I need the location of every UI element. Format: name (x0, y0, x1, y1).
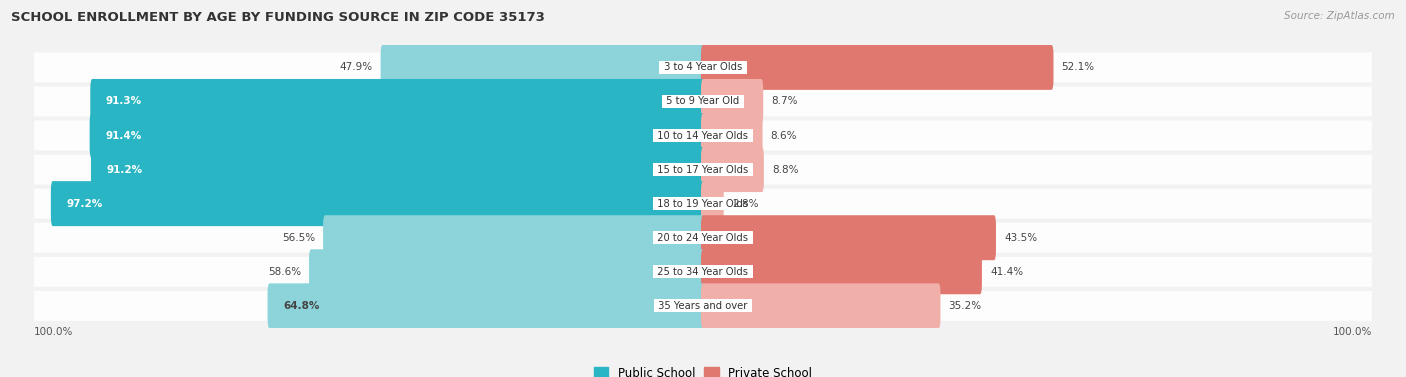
Text: 47.9%: 47.9% (339, 62, 373, 72)
FancyBboxPatch shape (381, 45, 704, 90)
FancyBboxPatch shape (34, 121, 1372, 150)
FancyBboxPatch shape (34, 155, 1372, 185)
Text: 100.0%: 100.0% (1333, 327, 1372, 337)
Legend: Public School, Private School: Public School, Private School (589, 362, 817, 377)
Text: 91.2%: 91.2% (107, 165, 142, 175)
Text: 52.1%: 52.1% (1062, 62, 1095, 72)
Text: 2.8%: 2.8% (731, 199, 758, 208)
Text: 10 to 14 Year Olds: 10 to 14 Year Olds (654, 130, 752, 141)
FancyBboxPatch shape (702, 113, 762, 158)
Text: 35 Years and over: 35 Years and over (655, 301, 751, 311)
Text: 8.8%: 8.8% (772, 165, 799, 175)
FancyBboxPatch shape (34, 188, 1372, 219)
Text: 58.6%: 58.6% (269, 267, 301, 277)
FancyBboxPatch shape (702, 284, 941, 328)
Text: 97.2%: 97.2% (66, 199, 103, 208)
Text: 25 to 34 Year Olds: 25 to 34 Year Olds (654, 267, 752, 277)
Text: 8.6%: 8.6% (770, 130, 797, 141)
Text: 56.5%: 56.5% (283, 233, 315, 243)
Text: 91.3%: 91.3% (105, 97, 142, 106)
Text: 18 to 19 Year Olds: 18 to 19 Year Olds (654, 199, 752, 208)
Text: 20 to 24 Year Olds: 20 to 24 Year Olds (654, 233, 752, 243)
Text: 43.5%: 43.5% (1004, 233, 1038, 243)
FancyBboxPatch shape (34, 52, 1372, 82)
FancyBboxPatch shape (702, 215, 995, 260)
Text: Source: ZipAtlas.com: Source: ZipAtlas.com (1284, 11, 1395, 21)
FancyBboxPatch shape (702, 181, 724, 226)
Text: 3 to 4 Year Olds: 3 to 4 Year Olds (661, 62, 745, 72)
FancyBboxPatch shape (702, 45, 1053, 90)
Text: 35.2%: 35.2% (949, 301, 981, 311)
FancyBboxPatch shape (34, 291, 1372, 321)
Text: SCHOOL ENROLLMENT BY AGE BY FUNDING SOURCE IN ZIP CODE 35173: SCHOOL ENROLLMENT BY AGE BY FUNDING SOUR… (11, 11, 546, 24)
Text: 64.8%: 64.8% (283, 301, 319, 311)
Text: 41.4%: 41.4% (990, 267, 1024, 277)
FancyBboxPatch shape (702, 79, 763, 124)
FancyBboxPatch shape (702, 249, 981, 294)
Text: 91.4%: 91.4% (105, 130, 141, 141)
FancyBboxPatch shape (91, 147, 704, 192)
Text: 100.0%: 100.0% (34, 327, 73, 337)
FancyBboxPatch shape (34, 257, 1372, 287)
FancyBboxPatch shape (309, 249, 704, 294)
FancyBboxPatch shape (90, 113, 704, 158)
Text: 15 to 17 Year Olds: 15 to 17 Year Olds (654, 165, 752, 175)
Text: 8.7%: 8.7% (772, 97, 797, 106)
FancyBboxPatch shape (323, 215, 704, 260)
FancyBboxPatch shape (90, 79, 704, 124)
FancyBboxPatch shape (267, 284, 704, 328)
FancyBboxPatch shape (34, 223, 1372, 253)
FancyBboxPatch shape (702, 147, 763, 192)
FancyBboxPatch shape (34, 86, 1372, 116)
Text: 5 to 9 Year Old: 5 to 9 Year Old (664, 97, 742, 106)
FancyBboxPatch shape (51, 181, 704, 226)
